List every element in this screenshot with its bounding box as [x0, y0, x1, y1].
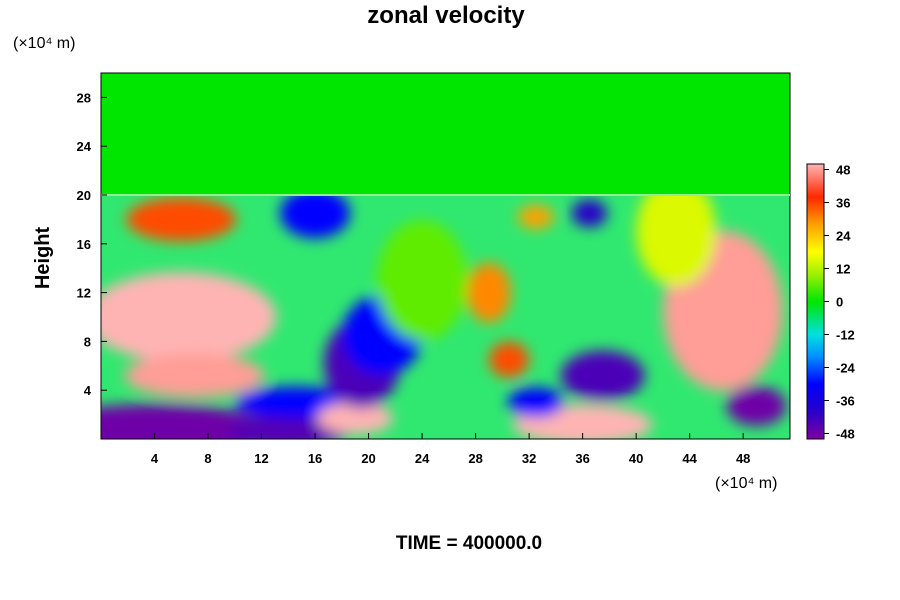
field-feature [101, 272, 277, 362]
colorbar-ticks: 48 36 24 12 0 -12 -24 -36 -48 [824, 163, 856, 442]
x-tick-label: 28 [468, 451, 482, 466]
field-feature [466, 262, 511, 323]
field-feature [124, 353, 265, 398]
x-axis-unit: (×10⁴ m) [715, 475, 777, 492]
field-feature [517, 204, 554, 229]
x-tick-label: 24 [415, 451, 430, 466]
x-tick-label: 20 [361, 451, 375, 466]
colorbar-scale [806, 163, 825, 440]
field-features [101, 195, 787, 439]
x-tick-label: 36 [575, 451, 589, 466]
colorbar-tick-label: 24 [836, 229, 851, 244]
y-tick-label: 28 [77, 90, 91, 105]
colorbar-tick-label: -36 [836, 394, 855, 409]
y-tick-label: 24 [77, 139, 92, 154]
field-feature [636, 195, 717, 287]
x-tick-label: 12 [254, 451, 268, 466]
colorbar-tick-label: -24 [836, 361, 856, 376]
field-feature [377, 220, 468, 341]
y-tick-label: 16 [77, 237, 91, 252]
y-tick-label: 4 [84, 383, 92, 398]
colorbar-tick-label: 12 [836, 262, 850, 277]
x-tick-label: 4 [151, 451, 159, 466]
x-tick-label: 44 [682, 451, 697, 466]
field-feature [571, 199, 608, 228]
field-feature [726, 386, 787, 427]
x-tick-label: 40 [629, 451, 643, 466]
y-axis-unit: (×10⁴ m) [13, 35, 75, 52]
x-tick-label: 32 [522, 451, 536, 466]
y-axis-label: Height [32, 227, 54, 290]
field-feature [280, 195, 351, 239]
plot-frame [100, 72, 791, 440]
field-feature [126, 197, 237, 242]
x-axis-ticks: 4 8 12 16 20 24 28 32 36 40 44 48 [151, 433, 750, 466]
field-upper-field [101, 73, 790, 195]
y-tick-label: 12 [77, 286, 91, 301]
x-tick-label: 48 [736, 451, 750, 466]
field-feature [317, 402, 394, 435]
time-label: TIME = 400000.0 [396, 533, 542, 554]
colorbar: 48 36 24 12 0 -12 -24 -36 -48 [806, 163, 856, 442]
field-feature [560, 350, 645, 401]
colorbar-tick-label: -12 [836, 328, 855, 343]
plot-area [100, 72, 791, 440]
colorbar-tick-label: 48 [836, 163, 850, 178]
field-feature [507, 387, 564, 418]
colorbar-tick-label: 0 [836, 295, 843, 310]
y-tick-label: 8 [84, 334, 91, 349]
x-tick-label: 16 [308, 451, 322, 466]
colorbar-tick-label: 36 [836, 196, 850, 211]
x-tick-label: 8 [204, 451, 211, 466]
y-tick-label: 20 [77, 188, 91, 203]
y-axis-ticks: 4 8 12 16 20 24 28 [77, 90, 107, 398]
field-feature [489, 341, 530, 378]
chart-title: zonal velocity [367, 2, 525, 29]
colorbar-tick-label: -48 [836, 427, 855, 442]
